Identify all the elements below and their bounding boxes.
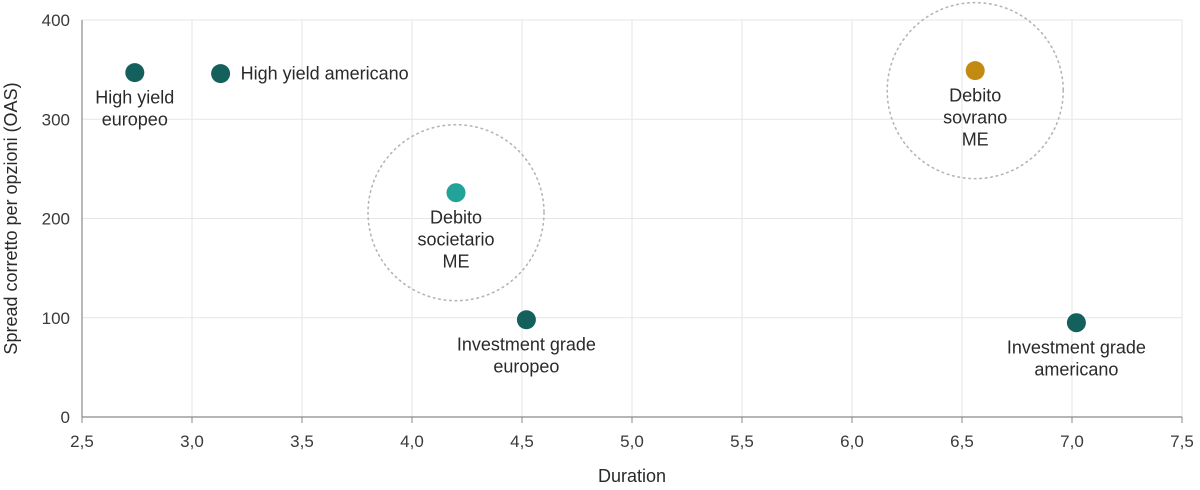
point-label-line: americano [1034,360,1118,380]
grid-lines [82,19,1183,417]
data-point [446,183,466,203]
point-label: High yield americano [241,64,409,84]
highlight-circle [367,123,545,302]
y-tick-label: 400 [42,11,70,30]
point-label-line: Debito [430,208,482,228]
point-label: Investment grade americano [1007,338,1146,380]
point-label-line: Investment grade [457,335,596,355]
point-label-line: ME [443,252,470,272]
x-tick-label: 6,0 [840,432,864,451]
data-points [125,61,1086,333]
point-label-line: sovrano [943,108,1007,128]
x-tick-label: 5,0 [620,432,644,451]
highlight-circle [886,1,1065,180]
data-point [211,64,231,84]
x-tick-label: 4,0 [400,432,424,451]
point-label-line: societario [417,230,494,250]
point-label: High yield europeo [95,88,174,130]
y-axis-title: Spread corretto per opzioni (OAS) [1,82,21,354]
point-label-line: europeo [493,357,559,377]
x-tick-label: 7,5 [1170,432,1194,451]
x-tick-label: 3,5 [290,432,314,451]
y-tick-label: 300 [42,110,70,129]
x-tick-label: 2,5 [70,432,94,451]
point-label-line: europeo [102,110,168,130]
axes [81,20,1183,423]
point-label: Investment grade europeo [457,335,596,377]
point-label: Debito societario ME [417,208,494,272]
highlight-circles [367,1,1065,302]
data-point [516,310,536,330]
x-axis-title: Duration [598,466,666,486]
y-tick-label: 200 [42,210,70,229]
y-tick-label: 100 [42,309,70,328]
point-label-line: ME [962,130,989,150]
y-tick-label: 0 [61,408,70,427]
point-label-line: Debito [949,86,1001,106]
point-label-line: High yield [95,88,174,108]
data-point [1066,313,1086,333]
x-tick-label: 6,5 [950,432,974,451]
tick-labels: 2,5 3,0 3,5 4,0 4,5 5,0 5,5 6,0 6,5 7,0 7,5 0 100 200… [42,11,1194,451]
data-point [965,61,985,81]
point-label: Debito sovrano ME [943,86,1007,150]
x-tick-label: 7,0 [1060,432,1084,451]
x-tick-label: 4,5 [510,432,534,451]
point-label-line: Investment grade [1007,338,1146,358]
data-point [125,63,145,83]
x-tick-label: 5,5 [730,432,754,451]
x-tick-label: 3,0 [180,432,204,451]
